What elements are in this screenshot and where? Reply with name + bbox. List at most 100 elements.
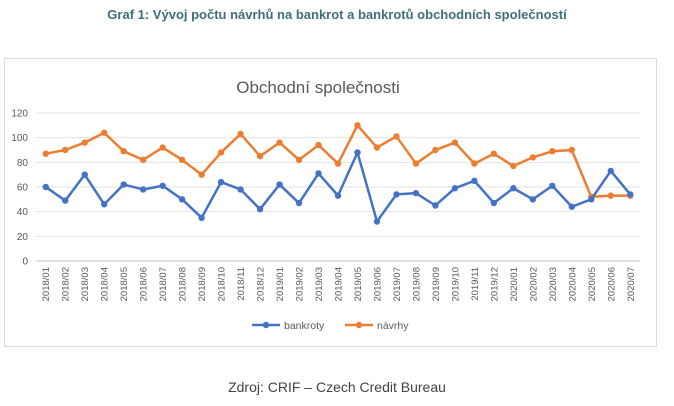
data-point <box>237 186 244 193</box>
data-point <box>198 171 205 178</box>
data-point <box>295 199 303 207</box>
x-tick-label: 2019/09 <box>431 267 442 301</box>
data-point <box>510 185 517 192</box>
data-point <box>120 181 127 188</box>
data-point <box>256 152 264 160</box>
data-point <box>549 148 556 155</box>
x-tick-label: 2020/04 <box>567 267 578 301</box>
x-tick-label: 2019/03 <box>314 267 325 301</box>
x-tick-label: 2018/10 <box>217 267 228 301</box>
legend-label: návrhy <box>377 320 409 332</box>
data-point <box>139 186 147 193</box>
data-point <box>159 144 166 151</box>
data-point <box>276 181 283 188</box>
data-point <box>471 160 478 167</box>
data-point <box>568 203 576 210</box>
x-tick-label: 2018/12 <box>256 267 267 301</box>
x-tick-label: 2019/08 <box>411 267 422 301</box>
data-point <box>139 156 147 164</box>
data-point <box>393 191 400 198</box>
x-tick-label: 2019/10 <box>450 267 461 301</box>
data-point <box>510 162 517 170</box>
data-point <box>217 149 225 156</box>
data-point <box>295 156 303 164</box>
y-tick-label: 100 <box>11 133 28 144</box>
chart-frame <box>4 58 657 347</box>
data-point <box>62 146 69 154</box>
data-point <box>81 139 88 146</box>
data-point <box>451 185 459 192</box>
x-tick-label: 2019/02 <box>295 267 306 301</box>
x-tick-label: 2019/01 <box>275 267 286 301</box>
y-tick-label: 20 <box>17 232 29 243</box>
x-tick-label: 2018/08 <box>178 267 189 301</box>
data-point <box>354 122 361 129</box>
x-tick-label: 2019/06 <box>372 267 383 301</box>
data-point <box>451 139 459 146</box>
x-tick-label: 2020/02 <box>528 267 539 301</box>
data-point <box>217 178 225 186</box>
data-point <box>315 141 322 149</box>
x-tick-label: 2018/01 <box>41 267 52 301</box>
data-point <box>120 148 127 155</box>
x-tick-label: 2020/03 <box>548 267 559 301</box>
legend-marker <box>262 321 270 329</box>
data-point <box>159 182 166 189</box>
data-point <box>276 139 283 146</box>
data-point <box>549 182 556 189</box>
data-point <box>334 192 342 199</box>
data-point <box>315 170 322 177</box>
data-point <box>432 202 439 209</box>
data-point <box>178 156 186 164</box>
data-point <box>354 149 361 156</box>
data-point <box>529 154 537 161</box>
data-point <box>100 129 108 136</box>
data-point <box>490 150 498 157</box>
data-point <box>100 201 108 208</box>
data-point <box>607 167 614 175</box>
x-tick-label: 2020/06 <box>606 267 617 301</box>
y-tick-label: 60 <box>17 183 29 194</box>
x-tick-label: 2020/05 <box>587 267 598 301</box>
x-tick-label: 2018/02 <box>61 267 72 301</box>
data-point <box>198 214 205 222</box>
data-point <box>490 199 498 207</box>
data-point <box>42 183 49 191</box>
chart-title: Obchodní společnosti <box>236 78 400 97</box>
x-tick-label: 2018/04 <box>100 267 111 301</box>
x-tick-label: 2018/11 <box>236 267 247 301</box>
x-tick-label: 2019/05 <box>353 267 364 301</box>
source-note: Zdroj: CRIF – Czech Credit Bureau <box>228 379 446 395</box>
data-point <box>588 196 595 203</box>
data-point <box>237 130 244 138</box>
legend-marker <box>355 321 363 329</box>
x-tick-label: 2018/09 <box>197 267 208 301</box>
x-tick-label: 2020/07 <box>626 267 637 301</box>
x-tick-label: 2018/06 <box>139 267 150 301</box>
data-point <box>412 189 420 197</box>
data-point <box>568 146 576 154</box>
x-tick-label: 2018/05 <box>119 267 130 301</box>
data-point <box>529 196 537 203</box>
x-tick-label: 2019/11 <box>470 267 481 301</box>
data-point <box>432 146 439 154</box>
x-tick-label: 2018/03 <box>80 267 91 301</box>
x-tick-label: 2020/01 <box>509 267 520 301</box>
data-point <box>412 160 420 167</box>
x-tick-label: 2019/12 <box>489 267 500 301</box>
data-point <box>607 192 614 199</box>
data-point <box>42 150 49 157</box>
x-tick-label: 2018/07 <box>158 267 169 301</box>
y-tick-label: 0 <box>22 257 28 268</box>
legend-label: bankroty <box>284 320 325 332</box>
y-tick-label: 40 <box>17 207 29 218</box>
data-point <box>471 177 478 185</box>
data-point <box>393 133 400 140</box>
y-tick-label: 80 <box>17 158 29 169</box>
data-point <box>178 196 186 203</box>
data-point <box>373 144 381 151</box>
data-point <box>373 218 381 225</box>
y-tick-label: 120 <box>11 109 28 120</box>
data-point <box>334 160 342 167</box>
